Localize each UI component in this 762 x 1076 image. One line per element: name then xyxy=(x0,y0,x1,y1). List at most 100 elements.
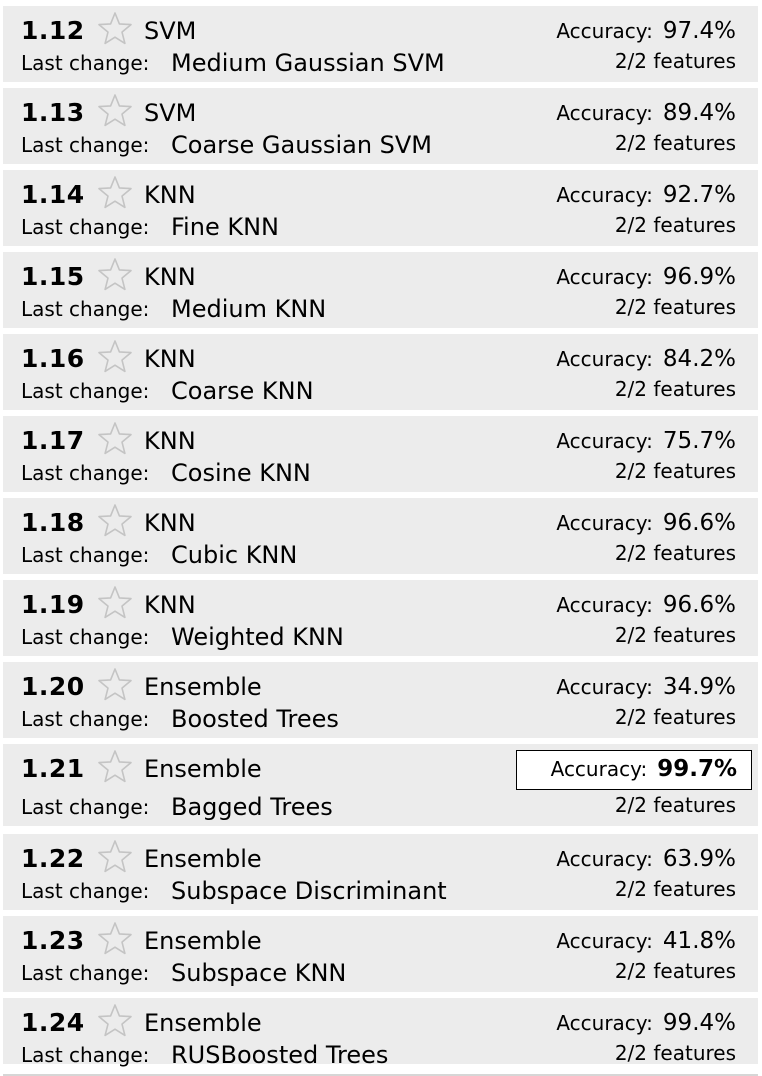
accuracy-display: Accuracy: 63.9% xyxy=(556,844,736,874)
star-icon[interactable] xyxy=(96,256,134,294)
features-count: 2/2 features xyxy=(614,623,736,647)
star-icon[interactable] xyxy=(96,748,134,786)
model-type: Ensemble xyxy=(144,755,262,783)
last-change-value: Fine KNN xyxy=(171,213,279,241)
model-number: 1.15 xyxy=(21,262,85,291)
model-row-1-24[interactable]: 1.24 Ensemble Last change: RUSBoosted Tr… xyxy=(3,998,758,1069)
star-icon[interactable] xyxy=(96,174,134,212)
last-change-value: Coarse KNN xyxy=(171,377,314,405)
accuracy-value: 96.6% xyxy=(662,510,736,536)
model-row-1-22[interactable]: 1.22 Ensemble Last change: Subspace Disc… xyxy=(3,834,758,910)
model-number: 1.12 xyxy=(21,16,85,45)
model-row-1-13[interactable]: 1.13 SVM Last change: Coarse Gaussian SV… xyxy=(3,88,758,164)
accuracy-value: 34.9% xyxy=(662,674,736,700)
last-change-label: Last change: xyxy=(21,51,150,75)
accuracy-value: 63.9% xyxy=(662,846,736,872)
accuracy-label: Accuracy: xyxy=(556,19,653,43)
features-count: 2/2 features xyxy=(614,377,736,401)
model-type: KNN xyxy=(144,509,196,537)
accuracy-value: 96.9% xyxy=(662,264,736,290)
last-change-label: Last change: xyxy=(21,543,150,567)
model-type: KNN xyxy=(144,591,196,619)
star-icon[interactable] xyxy=(96,338,134,376)
accuracy-value: 99.4% xyxy=(662,1010,736,1036)
accuracy-display: Accuracy: 84.2% xyxy=(556,344,736,374)
accuracy-label: Accuracy: xyxy=(556,429,653,453)
last-change-label: Last change: xyxy=(21,133,150,157)
star-icon[interactable] xyxy=(96,920,134,958)
star-icon[interactable] xyxy=(96,420,134,458)
last-change-value: Subspace KNN xyxy=(171,959,347,987)
star-icon[interactable] xyxy=(96,502,134,540)
model-number: 1.13 xyxy=(21,98,85,127)
star-icon[interactable] xyxy=(96,1002,134,1040)
last-change-label: Last change: xyxy=(21,461,150,485)
last-change-label: Last change: xyxy=(21,795,150,819)
model-row-1-17[interactable]: 1.17 KNN Last change: Cosine KNN Accurac… xyxy=(3,416,758,492)
last-change-value: RUSBoosted Trees xyxy=(171,1041,389,1069)
accuracy-display: Accuracy: 89.4% xyxy=(556,98,736,128)
last-change-value: Coarse Gaussian SVM xyxy=(171,131,433,159)
model-row-1-23[interactable]: 1.23 Ensemble Last change: Subspace KNN … xyxy=(3,916,758,992)
last-change-label: Last change: xyxy=(21,707,150,731)
features-count: 2/2 features xyxy=(614,459,736,483)
model-row-1-16[interactable]: 1.16 KNN Last change: Coarse KNN Accurac… xyxy=(3,334,758,410)
accuracy-label: Accuracy: xyxy=(556,265,653,289)
features-count: 2/2 features xyxy=(614,295,736,319)
model-number: 1.24 xyxy=(21,1008,85,1037)
last-change-label: Last change: xyxy=(21,961,150,985)
list-bottom-border xyxy=(3,1074,758,1076)
model-type: Ensemble xyxy=(144,845,262,873)
last-change-value: Weighted KNN xyxy=(171,623,344,651)
accuracy-label: Accuracy: xyxy=(550,757,648,781)
star-icon[interactable] xyxy=(96,92,134,130)
accuracy-label: Accuracy: xyxy=(556,101,653,125)
accuracy-display: Accuracy: 99.7% xyxy=(516,750,752,790)
model-row-1-12[interactable]: 1.12 SVM Last change: Medium Gaussian SV… xyxy=(3,6,758,82)
star-icon[interactable] xyxy=(96,584,134,622)
model-type: SVM xyxy=(144,17,197,45)
model-type: Ensemble xyxy=(144,927,262,955)
model-row-1-14[interactable]: 1.14 KNN Last change: Fine KNN Accuracy:… xyxy=(3,170,758,246)
last-change-value: Subspace Discriminant xyxy=(171,877,447,905)
accuracy-label: Accuracy: xyxy=(556,347,653,371)
last-change-label: Last change: xyxy=(21,1043,150,1067)
accuracy-display: Accuracy: 75.7% xyxy=(556,426,736,456)
model-type: Ensemble xyxy=(144,1009,262,1037)
model-number: 1.21 xyxy=(21,754,85,783)
model-row-1-18[interactable]: 1.18 KNN Last change: Cubic KNN Accuracy… xyxy=(3,498,758,574)
model-type: KNN xyxy=(144,345,196,373)
model-row-1-19[interactable]: 1.19 KNN Last change: Weighted KNN Accur… xyxy=(3,580,758,656)
last-change-label: Last change: xyxy=(21,879,150,903)
model-row-1-20[interactable]: 1.20 Ensemble Last change: Boosted Trees… xyxy=(3,662,758,738)
accuracy-display: Accuracy: 97.4% xyxy=(556,16,736,46)
last-change-value: Medium KNN xyxy=(171,295,327,323)
accuracy-display: Accuracy: 41.8% xyxy=(556,926,736,956)
star-icon[interactable] xyxy=(96,838,134,876)
accuracy-value: 92.7% xyxy=(662,182,736,208)
last-change-value: Medium Gaussian SVM xyxy=(171,49,445,77)
accuracy-display: Accuracy: 99.4% xyxy=(556,1008,736,1038)
accuracy-label: Accuracy: xyxy=(556,847,653,871)
last-change-value: Boosted Trees xyxy=(171,705,339,733)
model-number: 1.22 xyxy=(21,844,85,873)
model-number: 1.23 xyxy=(21,926,85,955)
accuracy-value: 41.8% xyxy=(662,928,736,954)
features-count: 2/2 features xyxy=(614,877,736,901)
model-number: 1.19 xyxy=(21,590,85,619)
model-number: 1.14 xyxy=(21,180,85,209)
features-count: 2/2 features xyxy=(614,959,736,983)
model-type: KNN xyxy=(144,263,196,291)
star-icon[interactable] xyxy=(96,10,134,48)
model-row-1-21[interactable]: 1.21 Ensemble Last change: Bagged Trees … xyxy=(3,744,758,826)
model-row-1-15[interactable]: 1.15 KNN Last change: Medium KNN Accurac… xyxy=(3,252,758,328)
star-icon[interactable] xyxy=(96,666,134,704)
features-count: 2/2 features xyxy=(614,705,736,729)
accuracy-label: Accuracy: xyxy=(556,1011,653,1035)
accuracy-display: Accuracy: 96.6% xyxy=(556,590,736,620)
last-change-label: Last change: xyxy=(21,379,150,403)
accuracy-value: 75.7% xyxy=(662,428,736,454)
features-count: 2/2 features xyxy=(614,131,736,155)
accuracy-label: Accuracy: xyxy=(556,929,653,953)
